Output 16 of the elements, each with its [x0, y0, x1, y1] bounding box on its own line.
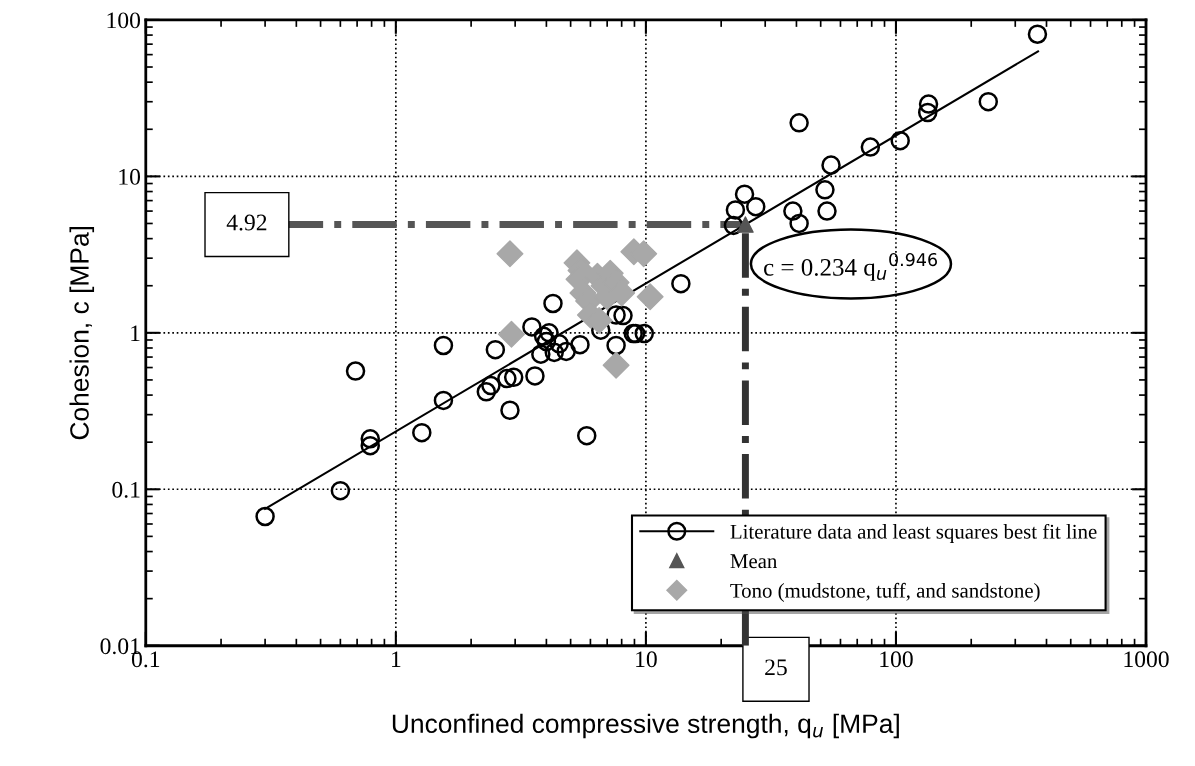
y-axis-title: Cohesion, c [MPa] [69, 226, 95, 440]
legend-label: Tono (mudstone, tuff, and sandstone) [730, 582, 1040, 602]
ref-line-label: 25 [765, 659, 787, 676]
y-tick-label: 1 [131, 325, 140, 342]
legend-label: Literature data and least squares best fit line [730, 523, 1097, 543]
legend-label: Mean [730, 554, 778, 569]
x-tick-label: 10 [636, 651, 657, 668]
y-tick-label: 10 [119, 168, 141, 185]
x-tick-label: 100 [880, 651, 913, 668]
x-tick-label: 1 [392, 651, 401, 667]
y-tick-label: 0.1 [112, 481, 140, 498]
annotation: c = 0.234 q$_{u}$$^{0.946}$ [764, 252, 938, 281]
x-axis-title: Unconfined compressive strength, q$_{u}$ [MPa] [392, 713, 899, 739]
y-tick-label: 100 [107, 12, 141, 29]
ref-line-label: 4.92 [226, 214, 267, 231]
x-tick-label: 1000 [1124, 651, 1169, 668]
